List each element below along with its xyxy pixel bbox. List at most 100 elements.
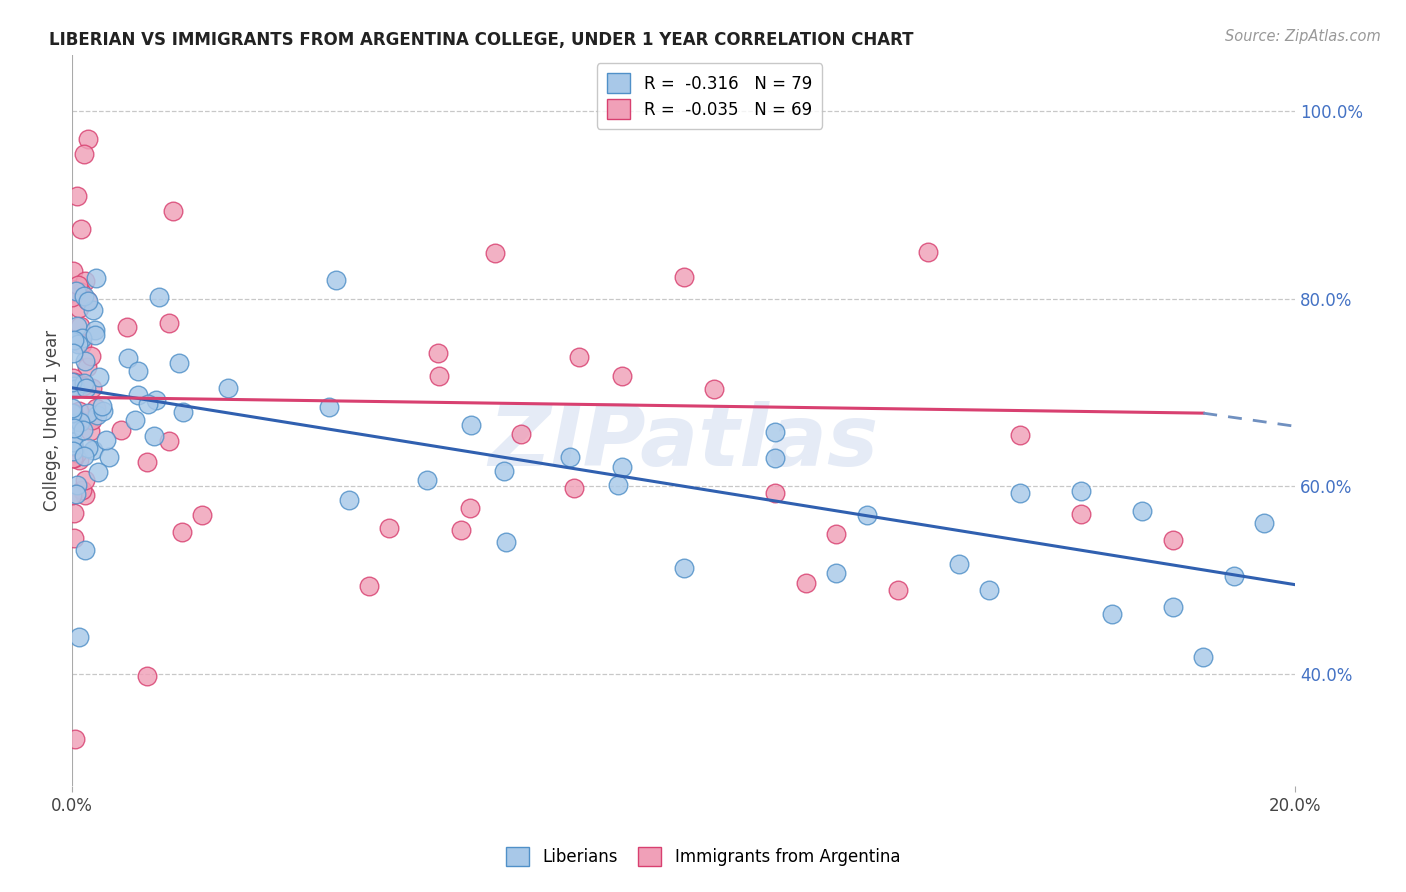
Point xyxy=(157,434,180,448)
Point xyxy=(82,442,104,457)
Point xyxy=(1008,486,1031,500)
Point xyxy=(1070,484,1092,499)
Point xyxy=(72,331,94,345)
Point xyxy=(76,359,98,374)
Point xyxy=(70,285,93,299)
Point xyxy=(117,351,139,365)
Point xyxy=(66,319,89,334)
Point xyxy=(63,732,86,747)
Point xyxy=(1130,504,1153,518)
Point xyxy=(426,346,449,360)
Point xyxy=(357,579,380,593)
Point xyxy=(73,473,96,487)
Point xyxy=(136,669,159,683)
Point xyxy=(172,405,194,419)
Point xyxy=(1161,599,1184,614)
Point xyxy=(794,575,817,590)
Point xyxy=(886,582,908,597)
Point xyxy=(124,413,146,427)
Point xyxy=(1161,533,1184,548)
Point xyxy=(66,478,89,492)
Point xyxy=(510,427,533,442)
Point xyxy=(77,132,100,146)
Point xyxy=(97,450,120,464)
Legend: R =  -0.316   N = 79, R =  -0.035   N = 69: R = -0.316 N = 79, R = -0.035 N = 69 xyxy=(598,63,823,128)
Point xyxy=(62,439,84,453)
Point xyxy=(568,351,591,365)
Point xyxy=(162,204,184,219)
Point xyxy=(427,369,450,384)
Point xyxy=(495,534,517,549)
Point xyxy=(62,371,84,385)
Point xyxy=(136,454,159,468)
Point xyxy=(72,378,94,392)
Point xyxy=(917,244,939,259)
Point xyxy=(63,333,86,347)
Point xyxy=(66,188,89,202)
Point xyxy=(75,542,97,557)
Point xyxy=(60,406,83,420)
Text: Source: ZipAtlas.com: Source: ZipAtlas.com xyxy=(1225,29,1381,44)
Point xyxy=(69,414,91,428)
Point xyxy=(86,408,108,422)
Text: ZIPatlas: ZIPatlas xyxy=(488,401,879,484)
Point xyxy=(86,465,108,479)
Point xyxy=(65,285,87,299)
Point xyxy=(825,527,848,541)
Point xyxy=(172,524,194,539)
Point xyxy=(450,524,472,538)
Point xyxy=(606,478,628,492)
Point xyxy=(65,284,87,298)
Point xyxy=(136,397,159,411)
Point xyxy=(337,492,360,507)
Point xyxy=(73,488,96,502)
Point xyxy=(1101,607,1123,622)
Point xyxy=(73,274,96,288)
Point xyxy=(145,392,167,407)
Point xyxy=(80,349,103,363)
Point xyxy=(77,441,100,455)
Point xyxy=(75,381,97,395)
Point xyxy=(72,424,94,438)
Point xyxy=(484,246,506,260)
Point xyxy=(703,382,725,396)
Point xyxy=(494,463,516,477)
Point xyxy=(70,483,93,497)
Point xyxy=(612,460,634,475)
Point xyxy=(560,450,582,464)
Point xyxy=(62,406,84,420)
Point xyxy=(91,404,114,418)
Point xyxy=(62,438,84,452)
Point xyxy=(60,416,83,430)
Point xyxy=(63,531,86,545)
Point xyxy=(66,336,89,351)
Point xyxy=(763,486,786,500)
Point xyxy=(84,328,107,343)
Point xyxy=(1008,428,1031,442)
Point xyxy=(82,302,104,317)
Point xyxy=(62,346,84,360)
Point xyxy=(62,450,84,465)
Point xyxy=(948,558,970,572)
Point xyxy=(96,433,118,447)
Point xyxy=(67,278,90,293)
Point xyxy=(1070,508,1092,522)
Point xyxy=(76,293,98,307)
Point xyxy=(1223,568,1246,582)
Point xyxy=(110,423,132,437)
Point xyxy=(72,336,94,351)
Point xyxy=(67,630,90,644)
Point xyxy=(67,301,90,316)
Point xyxy=(825,566,848,580)
Point xyxy=(562,482,585,496)
Point xyxy=(191,508,214,522)
Point xyxy=(856,508,879,522)
Point xyxy=(62,263,84,277)
Point xyxy=(148,290,170,304)
Point xyxy=(63,506,86,520)
Point xyxy=(318,401,340,415)
Point xyxy=(115,319,138,334)
Point xyxy=(416,473,439,487)
Point xyxy=(82,413,104,427)
Point xyxy=(73,376,96,391)
